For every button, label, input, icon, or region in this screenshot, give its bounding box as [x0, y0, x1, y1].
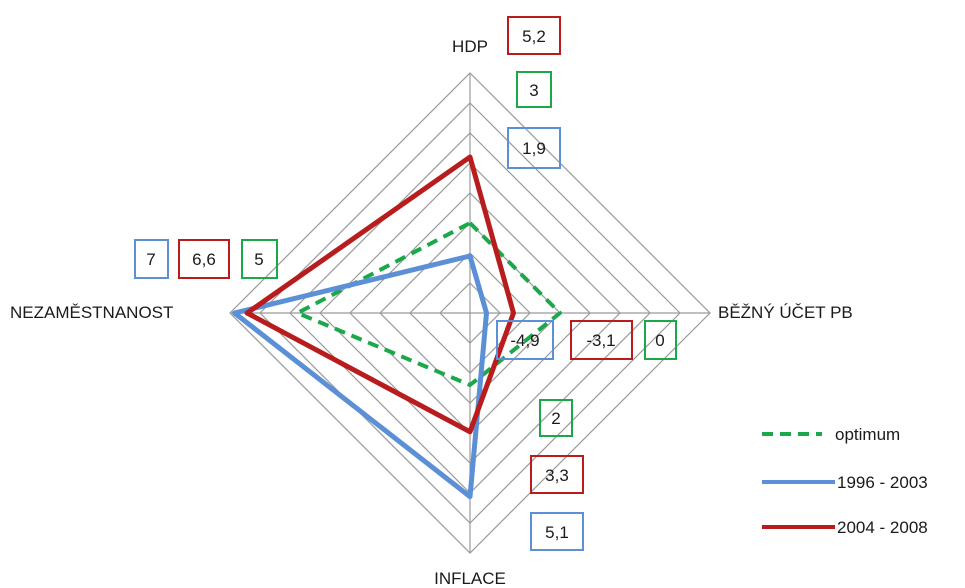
- svg-text:5,1: 5,1: [545, 523, 569, 542]
- svg-text:5: 5: [254, 250, 263, 269]
- svg-text:6,6: 6,6: [192, 250, 216, 269]
- svg-text:1,9: 1,9: [522, 139, 546, 158]
- value-label-2004-2008-hdp: 5,2: [507, 16, 561, 55]
- value-labels: 3 1,9 5,2 0 -4,9 -3,1 2 5,1: [134, 16, 677, 551]
- value-label-1996-2003-nezamestnanost: 7: [134, 239, 169, 279]
- value-label-1996-2003-hdp: 1,9: [507, 127, 561, 169]
- value-label-1996-2003-bezny-ucet: -4,9: [496, 320, 554, 360]
- value-label-1996-2003-inflace: 5,1: [530, 512, 584, 551]
- svg-text:3,3: 3,3: [545, 466, 569, 485]
- svg-text:-3,1: -3,1: [586, 331, 615, 350]
- svg-text:7: 7: [146, 250, 155, 269]
- legend-label-optimum: optimum: [835, 425, 900, 444]
- axis-label-nezamestnanost: NEZAMĚSTNANOST: [10, 303, 173, 322]
- axis-label-inflace: INFLACE: [434, 569, 506, 588]
- value-label-optimum-bezny-ucet: 0: [644, 320, 677, 360]
- series-lines: [232, 154, 562, 500]
- svg-text:2: 2: [551, 409, 560, 428]
- legend-item-1996-2003: 1996 - 2003: [762, 473, 928, 492]
- value-label-optimum-nezamestnanost: 5: [241, 239, 278, 279]
- series-line-2004-2008: [244, 154, 516, 435]
- axis-label-hdp: HDP: [452, 37, 488, 56]
- legend-label-2004-2008: 2004 - 2008: [837, 518, 928, 537]
- value-label-2004-2008-inflace: 3,3: [530, 455, 584, 494]
- series-line-1996-2003: [232, 253, 489, 500]
- svg-text:-4,9: -4,9: [510, 331, 539, 350]
- legend-label-1996-2003: 1996 - 2003: [837, 473, 928, 492]
- value-label-2004-2008-nezamestnanost: 6,6: [178, 239, 230, 279]
- svg-text:0: 0: [655, 331, 664, 350]
- legend: optimum 1996 - 2003 2004 - 2008: [762, 425, 928, 537]
- axis-label-bezny-ucet-pb: BĚŽNÝ ÚČET PB: [718, 303, 853, 322]
- svg-text:3: 3: [529, 81, 538, 100]
- value-label-optimum-hdp: 3: [516, 71, 552, 108]
- value-label-2004-2008-bezny-ucet: -3,1: [570, 320, 633, 360]
- svg-text:5,2: 5,2: [522, 27, 546, 46]
- legend-item-optimum: optimum: [762, 425, 900, 444]
- legend-item-2004-2008: 2004 - 2008: [762, 518, 928, 537]
- axis-labels: HDP BĚŽNÝ ÚČET PB INFLACE NEZAMĚSTNANOST: [10, 37, 853, 588]
- value-label-optimum-inflace: 2: [539, 399, 573, 437]
